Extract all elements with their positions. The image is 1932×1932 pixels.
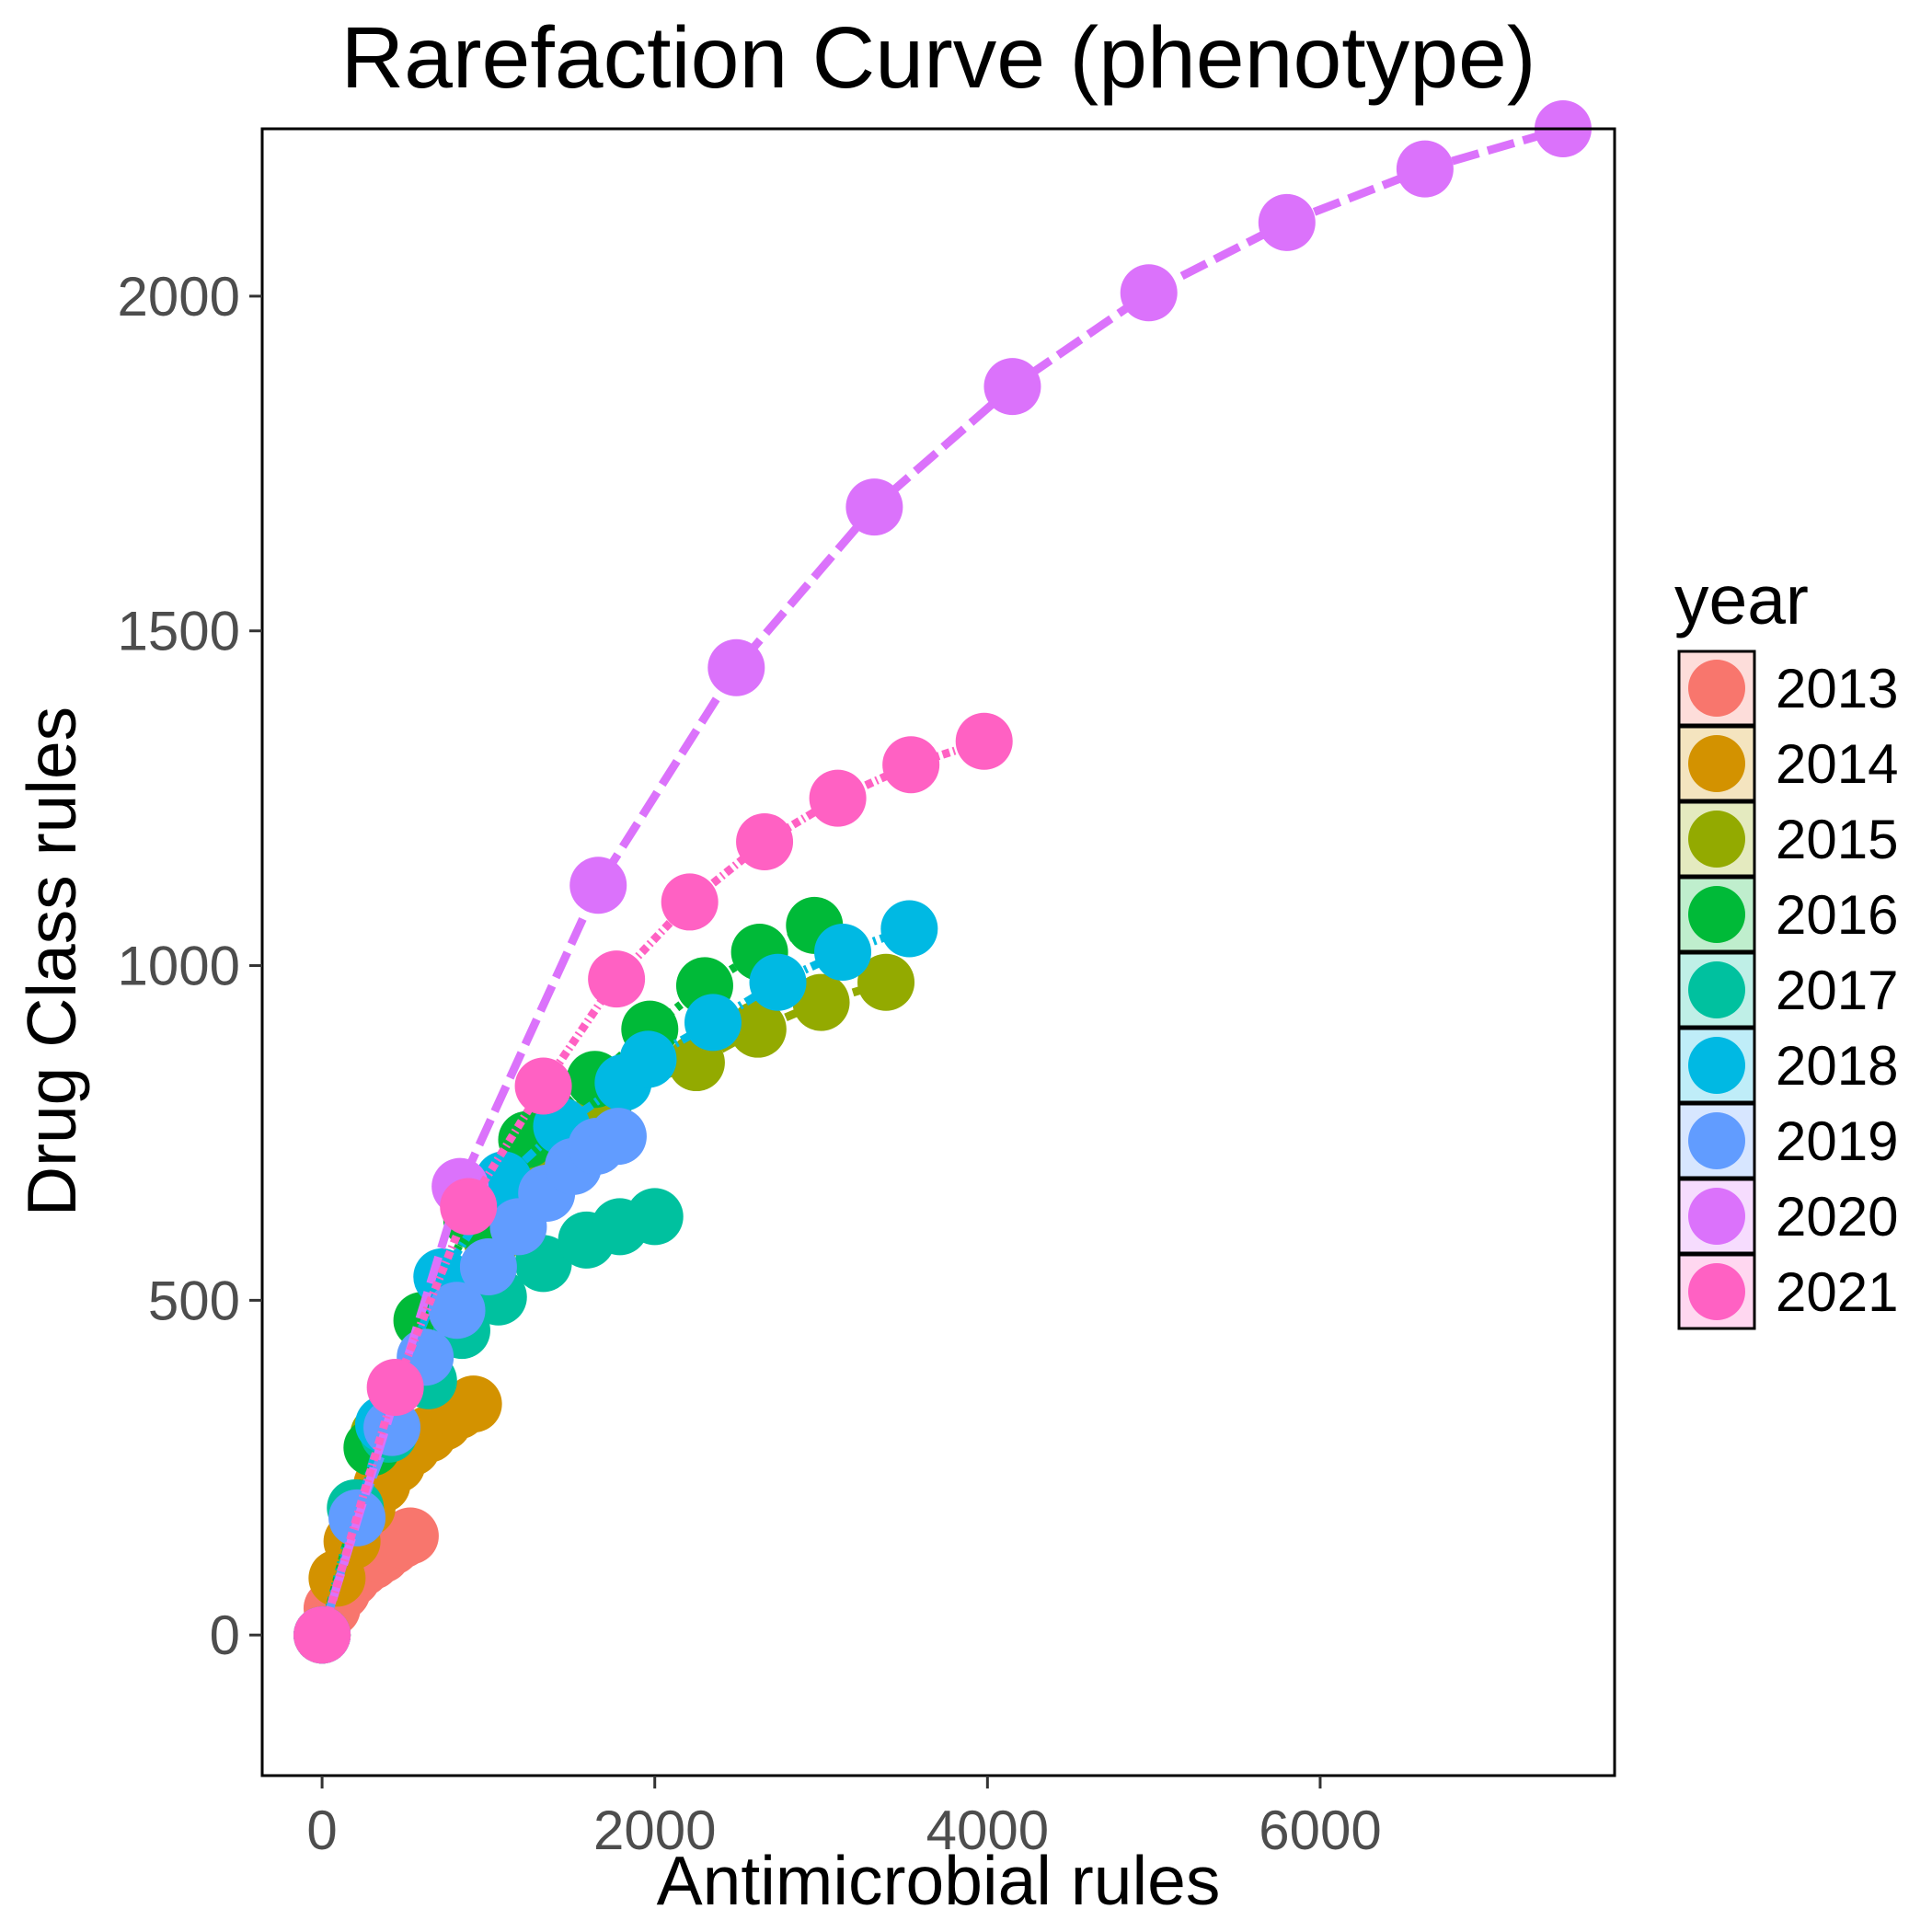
legend-item-2013: 2013 xyxy=(1677,650,1898,727)
data-point-2021 xyxy=(955,712,1013,770)
data-point-2019 xyxy=(459,1237,517,1295)
data-point-2021 xyxy=(514,1057,572,1115)
legend-swatch xyxy=(1688,1112,1745,1169)
legend-item-2015: 2015 xyxy=(1677,800,1898,878)
legend-label: 2020 xyxy=(1776,1186,1898,1248)
legend-label: 2015 xyxy=(1776,809,1898,870)
legend-swatch xyxy=(1688,1037,1745,1094)
x-tick-label: 0 xyxy=(306,1800,337,1861)
x-tick-label: 6000 xyxy=(1259,1800,1381,1861)
data-point-2021 xyxy=(809,769,867,827)
legend-label: 2016 xyxy=(1776,884,1898,946)
legend-swatch xyxy=(1688,1263,1745,1320)
data-point-2018 xyxy=(619,1030,677,1088)
chart-title: Rarefaction Curve (phenotype) xyxy=(340,9,1535,107)
data-point-2014 xyxy=(444,1375,502,1433)
data-point-2021 xyxy=(588,950,646,1008)
legend-item-2020: 2020 xyxy=(1677,1178,1898,1255)
data-point-2021 xyxy=(882,736,940,794)
data-point-2020 xyxy=(845,478,903,536)
data-point-2015 xyxy=(729,1000,787,1058)
data-point-2018 xyxy=(749,953,807,1011)
panel-border xyxy=(260,127,1616,1777)
legend-item-2014: 2014 xyxy=(1677,725,1898,802)
y-tick-label: 2000 xyxy=(118,266,240,328)
legend-item-2021: 2021 xyxy=(1677,1253,1898,1330)
data-point-2018 xyxy=(880,900,938,958)
legend-swatch xyxy=(1688,811,1745,868)
y-tick-label: 1000 xyxy=(118,936,240,997)
legend-swatch xyxy=(1688,886,1745,943)
legend-item-2018: 2018 xyxy=(1677,1027,1898,1104)
y-axis-title: Drug Class rules xyxy=(13,707,90,1216)
data-point-2020 xyxy=(1120,264,1178,322)
data-point-2017 xyxy=(626,1188,684,1246)
data-point-2021 xyxy=(661,873,719,931)
y-tick-label: 0 xyxy=(210,1604,240,1666)
data-point-2020 xyxy=(707,638,765,696)
series-2021 xyxy=(293,712,1013,1664)
data-point-2018 xyxy=(684,994,742,1052)
data-point-2015 xyxy=(792,973,850,1031)
legend-title: year xyxy=(1674,561,1809,638)
legend-label: 2018 xyxy=(1776,1035,1898,1097)
legend-swatch xyxy=(1688,735,1745,792)
data-point-2013 xyxy=(381,1507,439,1565)
legend-swatch xyxy=(1688,961,1745,1018)
data-point-2020 xyxy=(1396,140,1454,198)
legend-item-2016: 2016 xyxy=(1677,876,1898,953)
data-point-2020 xyxy=(569,857,627,914)
y-tick-label: 500 xyxy=(148,1270,240,1331)
series-2020 xyxy=(293,100,1592,1664)
x-axis-title: Antimicrobial rules xyxy=(657,1842,1221,1919)
data-point-2021 xyxy=(736,812,794,870)
legend-label: 2013 xyxy=(1776,658,1898,719)
legend-swatch xyxy=(1688,1188,1745,1245)
legend-label: 2019 xyxy=(1776,1110,1898,1172)
plot-area xyxy=(293,100,1592,1664)
legend: year 2013 2014 2015 2016 2017 2018 2019 2020 202… xyxy=(1674,561,1898,1330)
data-point-2021 xyxy=(366,1358,424,1416)
x-tick-label: 2000 xyxy=(593,1800,716,1861)
data-point-2018 xyxy=(814,924,872,981)
legend-swatch xyxy=(1688,660,1745,717)
legend-item-2017: 2017 xyxy=(1677,951,1898,1029)
x-tick-label: 4000 xyxy=(926,1800,1049,1861)
data-point-2019 xyxy=(589,1108,647,1166)
data-point-2020 xyxy=(1258,193,1316,251)
data-point-2019 xyxy=(428,1282,486,1340)
data-point-2015 xyxy=(857,953,915,1011)
legend-label: 2017 xyxy=(1776,960,1898,1021)
series-line-2020 xyxy=(317,124,1565,1637)
legend-label: 2014 xyxy=(1776,733,1898,795)
data-point-2021 xyxy=(440,1178,498,1236)
y-tick-label: 1500 xyxy=(118,601,240,662)
data-point-2020 xyxy=(983,358,1041,416)
data-point-2021 xyxy=(293,1606,351,1664)
legend-item-2019: 2019 xyxy=(1677,1102,1898,1179)
axes: 0 2000 4000 6000 0 500 1000 1500 2000 xyxy=(118,127,1616,1861)
legend-label: 2021 xyxy=(1776,1261,1898,1323)
